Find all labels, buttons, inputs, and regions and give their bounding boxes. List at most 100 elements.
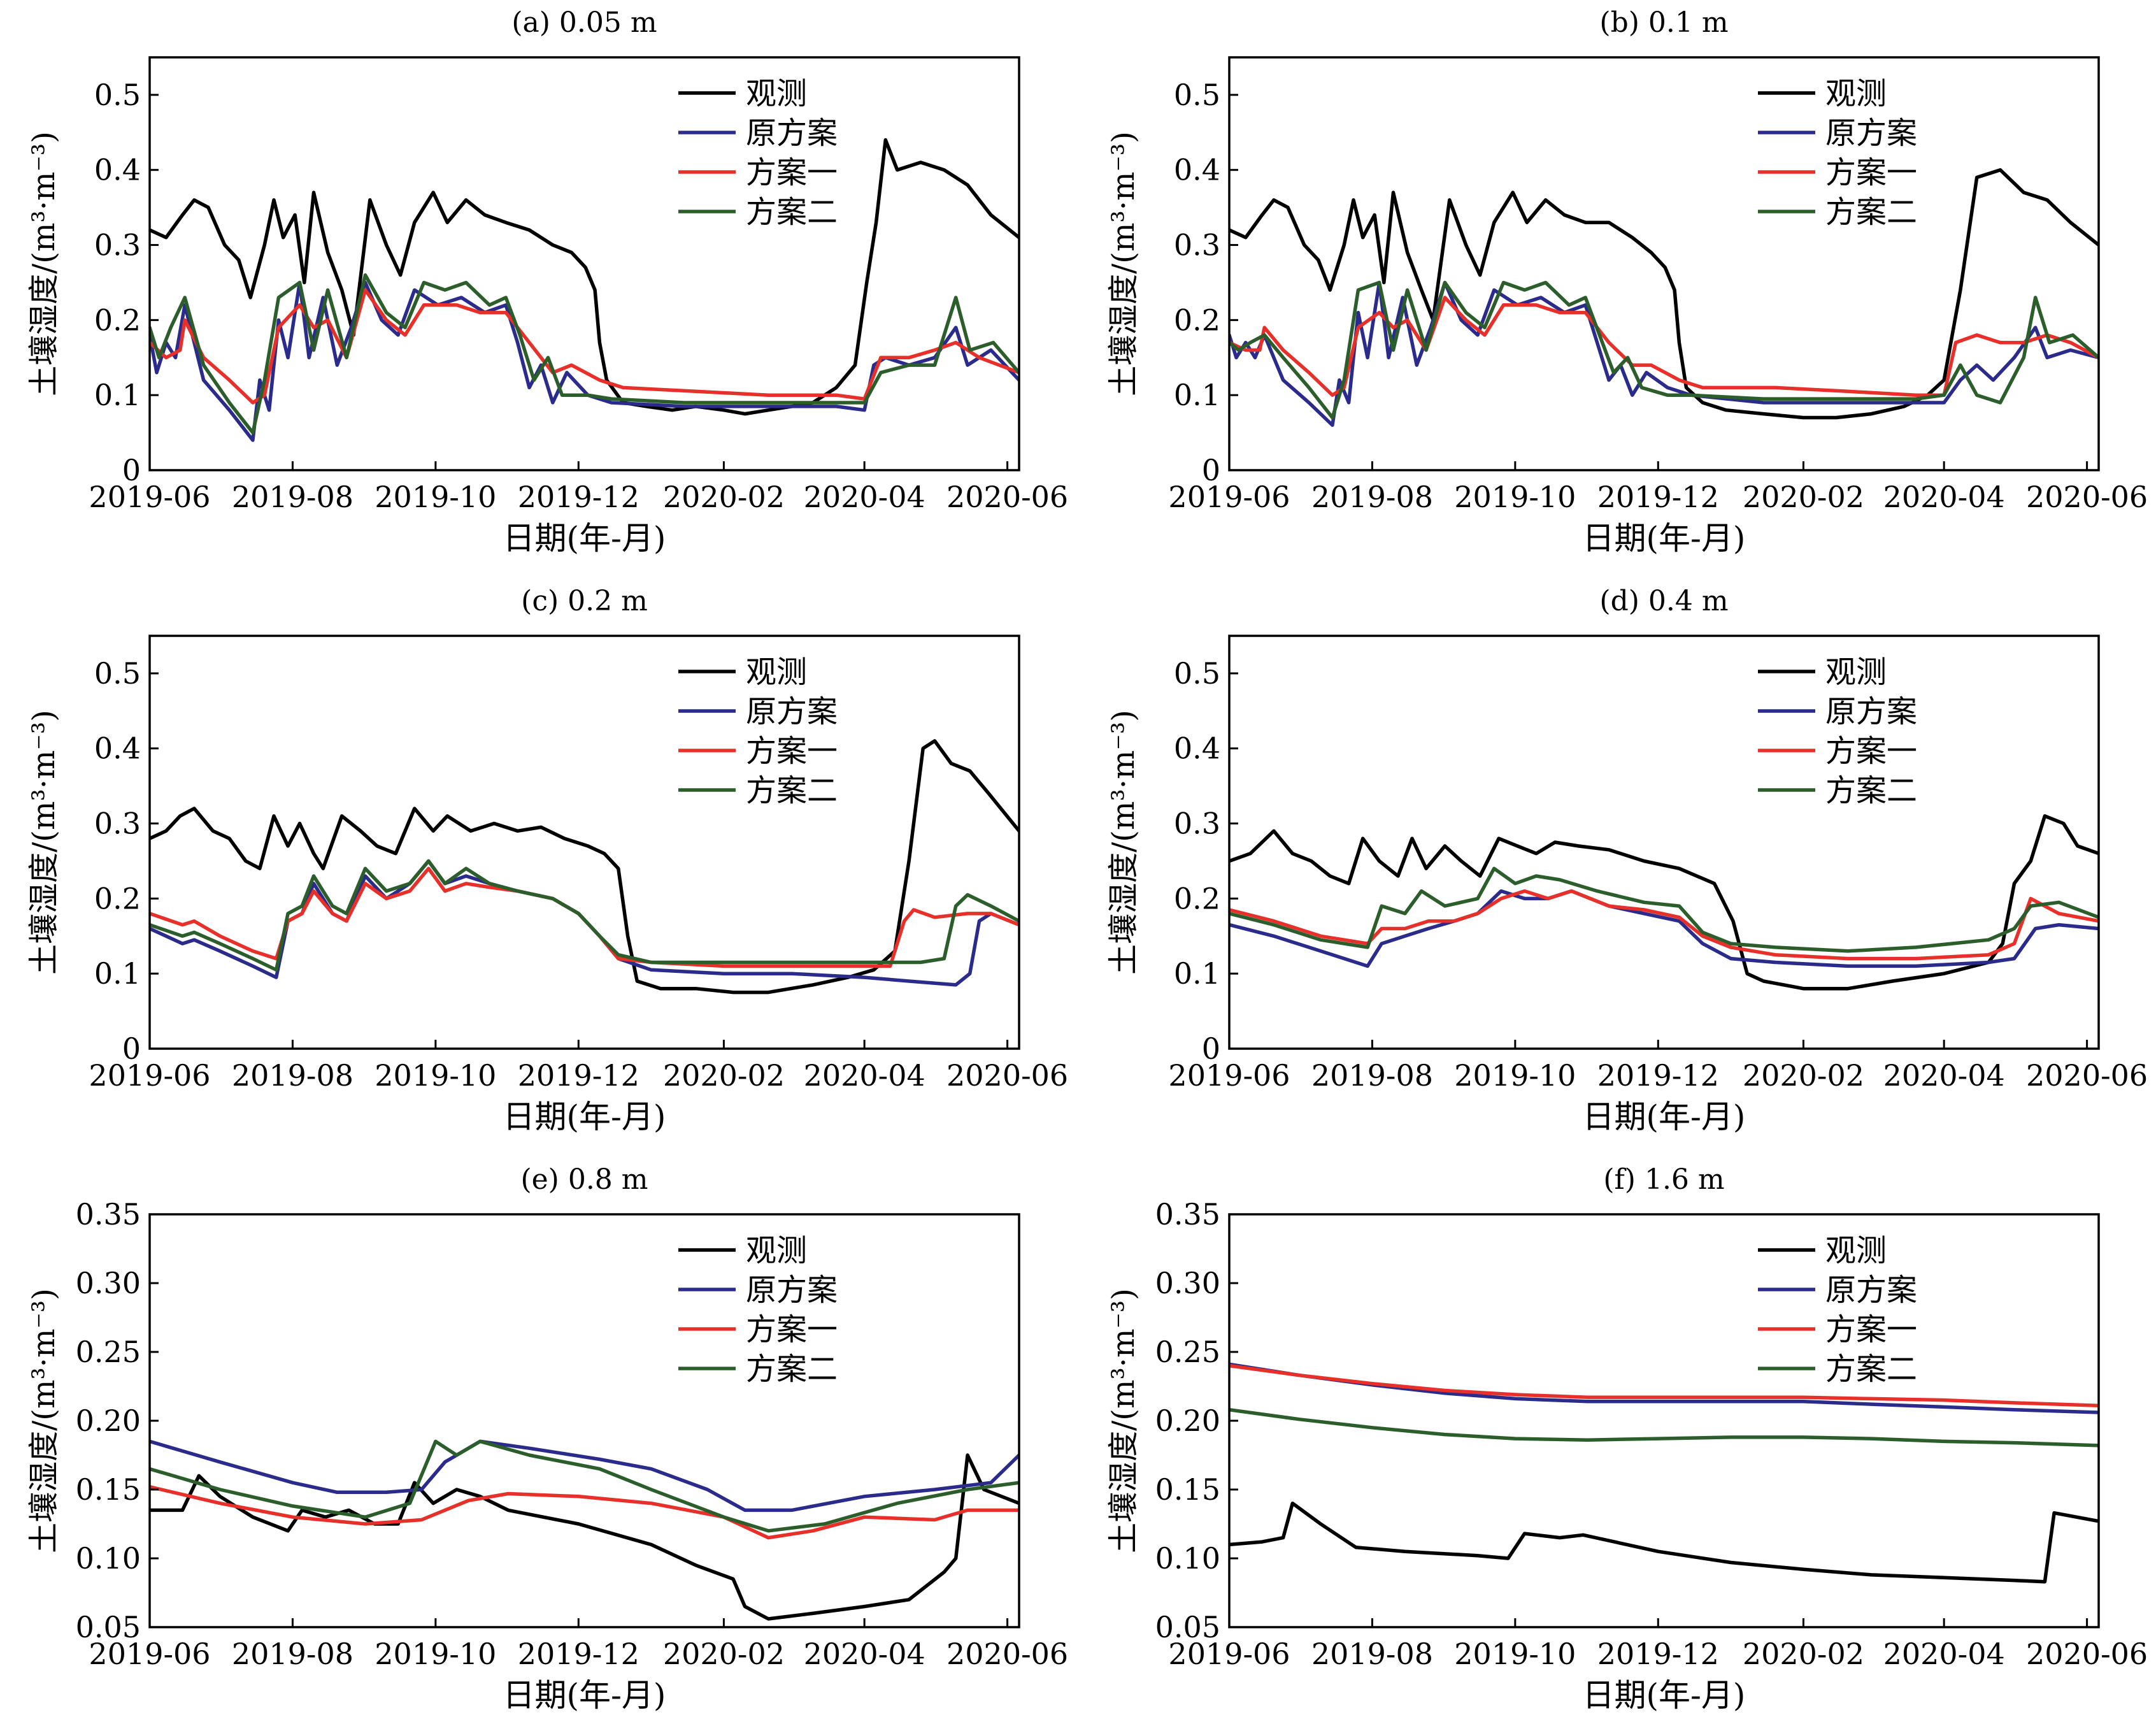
series-line-scheme-2: [1229, 866, 2099, 953]
series-line-original: [150, 1439, 1019, 1512]
legend-label-observed: 观测: [746, 1233, 807, 1268]
legend-label-observed: 观测: [1825, 76, 1887, 111]
x-tick-label: 2019-08: [232, 480, 353, 514]
y-tick-label: 0.15: [1155, 1472, 1220, 1507]
legend-label-scheme-2: 方案二: [1825, 194, 1917, 230]
y-tick-label: 0.35: [76, 1197, 141, 1232]
y-tick-label: 0.05: [1155, 1610, 1220, 1644]
x-tick-label: 2020-02: [663, 1058, 785, 1093]
y-tick-label: 0.1: [94, 956, 141, 991]
x-tick-label: 2020-04: [1883, 1637, 2005, 1671]
y-tick-label: 0.20: [76, 1404, 141, 1438]
y-tick-label: 0.2: [94, 881, 141, 916]
series-lines: [150, 138, 1019, 442]
y-tick-label: 0.20: [1155, 1404, 1220, 1438]
x-axis-label: 日期(年-月): [503, 1677, 666, 1714]
x-tick-label: 2019-12: [518, 1637, 639, 1671]
series-line-scheme-2: [1229, 280, 2099, 420]
plot-frame: [148, 635, 1020, 1050]
y-tick-label: 0.5: [94, 656, 141, 691]
legend-label-scheme-2: 方案二: [746, 1351, 838, 1387]
y-tick-label: 0.4: [1174, 731, 1220, 766]
x-tick-label: 2020-04: [804, 480, 925, 514]
series-line-scheme-1: [1229, 296, 2099, 397]
x-tick-label: 2019-10: [1454, 1058, 1576, 1093]
series-lines: [1229, 1362, 2099, 1584]
legend-label-scheme-1: 方案一: [1825, 1312, 1917, 1347]
x-tick-label: 2019-06: [1168, 480, 1290, 514]
series-line-scheme-2: [150, 273, 1019, 435]
chart-title: (f) 1.6 m: [1603, 1163, 1724, 1196]
y-tick-label: 0.30: [76, 1266, 141, 1300]
x-tick-label: 2019-06: [1168, 1058, 1290, 1093]
plot-frame: [1228, 56, 2100, 471]
y-tick-label: 0.5: [1174, 78, 1220, 112]
legend-label-observed: 观测: [746, 76, 807, 111]
series-line-observed: [150, 1453, 1019, 1621]
y-tick-label: 0.1: [94, 378, 141, 412]
legend-label-original: 原方案: [1825, 1272, 1917, 1308]
y-tick-label: 0.2: [1174, 881, 1220, 916]
plot-frame: [148, 1213, 1020, 1628]
y-tick-label: 0: [122, 1031, 141, 1066]
y-tick-label: 0.1: [1174, 378, 1220, 412]
plot-frame: [1228, 635, 2100, 1050]
x-tick-label: 2019-08: [1311, 1637, 1433, 1671]
legend-label-scheme-1: 方案一: [746, 1312, 838, 1347]
y-tick-label: 0.3: [1174, 807, 1220, 841]
x-tick-label: 2020-06: [946, 1058, 1068, 1093]
y-axis-label: 土壤湿度/(m³·m⁻³): [26, 131, 62, 396]
chart-panel-f: (f) 1.6 m 0.05 0.10 0.15 0.20 0.25 0.30 0.35 201…: [1106, 1163, 2148, 1714]
x-tick-label: 2020-06: [2026, 480, 2148, 514]
y-tick-label: 0.15: [76, 1472, 141, 1507]
chart-title: (c) 0.2 m: [521, 585, 648, 617]
y-tick-label: 0.25: [1155, 1335, 1220, 1369]
y-tick-label: 0.25: [76, 1335, 141, 1369]
x-tick-label: 2020-02: [663, 1637, 785, 1671]
x-tick-label: 2020-02: [663, 480, 785, 514]
y-tick-label: 0.35: [1155, 1197, 1220, 1232]
y-tick-label: 0.05: [76, 1610, 141, 1644]
series-line-original: [1229, 280, 2099, 427]
series-line-scheme-1: [1229, 889, 2099, 961]
series-line-observed: [1229, 1501, 2099, 1584]
y-tick-label: 0.30: [1155, 1266, 1220, 1300]
x-tick-label: 2019-06: [89, 480, 210, 514]
series-line-scheme-2: [150, 1439, 1019, 1533]
legend-label-scheme-2: 方案二: [746, 194, 838, 230]
series-lines: [1229, 814, 2099, 991]
chart-title: (b) 0.1 m: [1599, 6, 1728, 39]
x-tick-label: 2019-06: [89, 1637, 210, 1671]
series-line-observed: [150, 739, 1019, 995]
chart-panel-a: (a) 0.05 m 0 0.1 0.2 0.3 0.4 0.5 2019-06 2019-08…: [26, 6, 1068, 557]
legend-label-original: 原方案: [1825, 694, 1917, 729]
series-line-scheme-1: [1229, 1363, 2099, 1407]
x-tick-label: 2019-08: [232, 1637, 353, 1671]
x-tick-label: 2019-06: [1168, 1637, 1290, 1671]
y-tick-label: 0.10: [1155, 1541, 1220, 1576]
x-tick-label: 2019-12: [518, 480, 639, 514]
x-tick-label: 2020-06: [2026, 1637, 2148, 1671]
x-tick-label: 2020-06: [2026, 1058, 2148, 1093]
y-tick-label: 0: [1202, 453, 1220, 487]
series-line-scheme-2: [150, 859, 1019, 972]
series-line-scheme-1: [150, 1484, 1019, 1540]
x-tick-label: 2019-12: [1597, 1637, 1719, 1671]
legend-label-scheme-1: 方案一: [1825, 733, 1917, 769]
series-line-original: [1229, 1362, 2099, 1414]
legend-label-original: 原方案: [1825, 115, 1917, 151]
y-tick-label: 0.2: [1174, 303, 1220, 337]
x-tick-label: 2019-10: [1454, 480, 1576, 514]
y-axis-label: 土壤湿度/(m³·m⁻³): [1106, 1288, 1141, 1553]
series-line-scheme-2: [1229, 1407, 2099, 1447]
legend-label-observed: 观测: [1825, 654, 1887, 690]
y-tick-label: 0.3: [94, 228, 141, 262]
x-axis-label: 日期(年-月): [1583, 1098, 1746, 1135]
x-tick-label: 2019-12: [1597, 1058, 1719, 1093]
chart-title: (e) 0.8 m: [520, 1163, 648, 1196]
